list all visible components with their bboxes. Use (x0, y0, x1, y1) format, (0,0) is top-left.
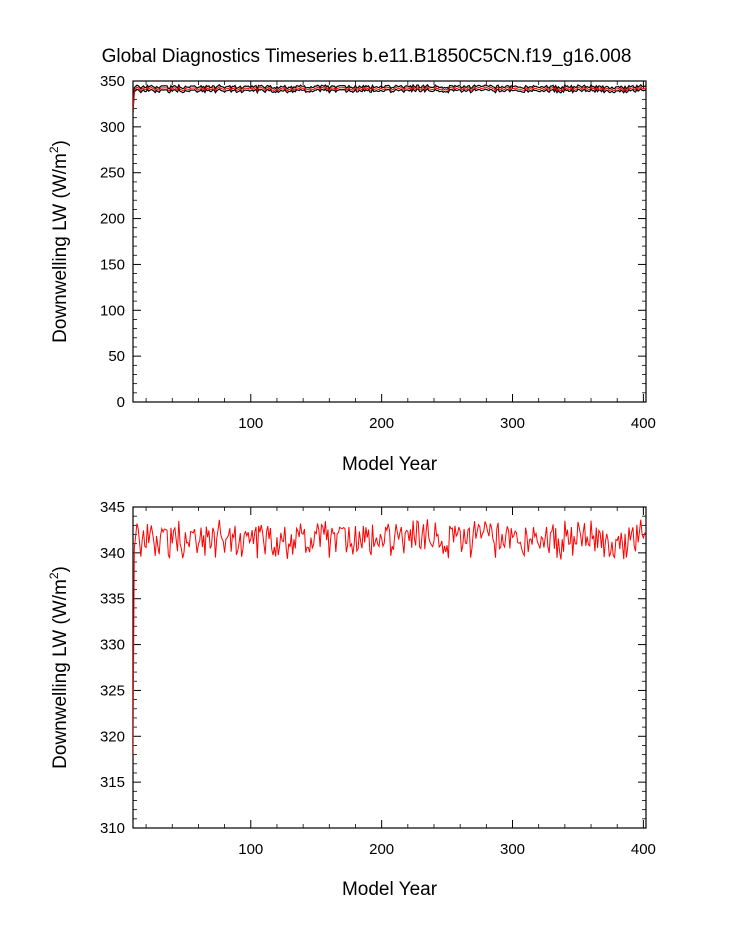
y-tick-label: 340 (100, 545, 125, 562)
y-axis-title-close: ) (50, 566, 71, 572)
y-tick-label: 150 (100, 256, 125, 273)
x-tick-label: 300 (500, 415, 525, 432)
y-tick-label: 325 (100, 682, 125, 699)
y-axis-title: Downwelling LW (W/m2) (47, 566, 71, 769)
x-axis-title: Model Year (342, 879, 438, 900)
y-tick-label: 350 (100, 73, 125, 90)
y-tick-label: 335 (100, 591, 125, 608)
y-tick-label: 0 (117, 394, 125, 411)
x-tick-label: 400 (631, 841, 656, 858)
x-tick-label: 100 (238, 415, 263, 432)
series-line (133, 85, 646, 111)
y-tick-label: 300 (100, 119, 125, 136)
plot-frame (132, 506, 647, 829)
y-axis-title: Downwelling LW (W/m2) (47, 140, 71, 343)
ensemble-band-upper (133, 83, 646, 109)
plot-frame (132, 80, 647, 403)
y-axis-title-superscript: 2 (47, 146, 61, 153)
y-tick-label: 250 (100, 165, 125, 182)
x-axis-title: Model Year (342, 454, 438, 475)
y-tick-label: 200 (100, 211, 125, 228)
y-tick-label: 310 (100, 820, 125, 837)
top-panel: 0 50 100 150 200 250 300 350 100 200 300 400 Model Y… (47, 73, 656, 475)
series-line (133, 519, 646, 755)
y-axis-title-close: ) (50, 140, 71, 146)
y-axis-title-main: Downwelling LW (W/m (50, 579, 71, 769)
y-tick-label: 345 (100, 499, 125, 516)
x-tick-label: 200 (369, 841, 394, 858)
y-tick-label: 50 (108, 348, 125, 365)
chart-title: Global Diagnostics Timeseries b.e11.B185… (101, 46, 632, 67)
x-tick-label: 300 (500, 841, 525, 858)
x-tick-label: 400 (631, 415, 656, 432)
y-tick-label: 100 (100, 302, 125, 319)
y-tick-label: 315 (100, 774, 125, 791)
y-axis-title-main: Downwelling LW (W/m (50, 153, 71, 343)
bottom-panel: 310 315 320 325 330 335 340 345 100 200 300 400 Mode… (47, 499, 656, 900)
y-tick-label: 330 (100, 637, 125, 654)
ensemble-band-lower (133, 87, 646, 113)
x-tick-label: 100 (238, 841, 263, 858)
y-tick-label: 320 (100, 728, 125, 745)
x-tick-label: 200 (369, 415, 394, 432)
y-axis-title-superscript: 2 (47, 572, 61, 579)
